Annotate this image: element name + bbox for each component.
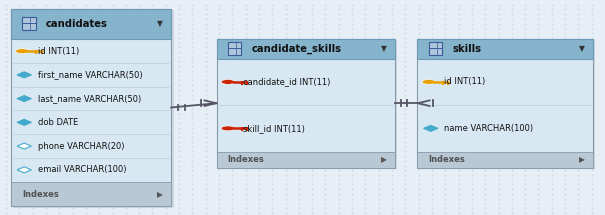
Bar bbox=[217, 39, 395, 168]
Bar bbox=[11, 182, 171, 206]
Text: id INT(11): id INT(11) bbox=[444, 77, 485, 86]
Text: ▶: ▶ bbox=[579, 155, 585, 164]
Bar bbox=[429, 42, 442, 55]
Text: Indexes: Indexes bbox=[22, 190, 59, 198]
Text: last_name VARCHAR(50): last_name VARCHAR(50) bbox=[38, 94, 141, 103]
Polygon shape bbox=[17, 143, 31, 149]
Bar bbox=[420, 40, 595, 169]
Text: candidates: candidates bbox=[46, 19, 108, 29]
Text: ▼: ▼ bbox=[381, 44, 387, 53]
Bar bbox=[417, 39, 593, 168]
Circle shape bbox=[422, 80, 436, 84]
Text: skills: skills bbox=[453, 44, 482, 54]
Bar bbox=[228, 42, 241, 55]
Polygon shape bbox=[17, 72, 31, 78]
Text: first_name VARCHAR(50): first_name VARCHAR(50) bbox=[38, 70, 142, 79]
Bar bbox=[217, 39, 395, 59]
Text: Indexes: Indexes bbox=[227, 155, 264, 164]
Bar bbox=[11, 9, 171, 206]
Bar bbox=[219, 40, 397, 169]
Text: Indexes: Indexes bbox=[428, 155, 465, 164]
Text: skill_id INT(11): skill_id INT(11) bbox=[243, 124, 305, 133]
Polygon shape bbox=[424, 125, 438, 131]
Text: candidate_skills: candidate_skills bbox=[252, 44, 342, 54]
Polygon shape bbox=[17, 167, 31, 173]
Circle shape bbox=[16, 49, 29, 54]
Text: ▶: ▶ bbox=[381, 155, 387, 164]
Polygon shape bbox=[17, 119, 31, 125]
Text: candidate_id INT(11): candidate_id INT(11) bbox=[243, 77, 330, 86]
Text: name VARCHAR(100): name VARCHAR(100) bbox=[444, 124, 533, 133]
Bar bbox=[217, 152, 395, 168]
Circle shape bbox=[221, 126, 235, 131]
Bar bbox=[22, 17, 36, 30]
Text: phone VARCHAR(20): phone VARCHAR(20) bbox=[38, 141, 124, 150]
Bar bbox=[11, 9, 171, 39]
Polygon shape bbox=[17, 96, 31, 102]
Text: dob DATE: dob DATE bbox=[38, 118, 78, 127]
Bar bbox=[13, 10, 174, 208]
Circle shape bbox=[221, 80, 235, 84]
Bar bbox=[417, 152, 593, 168]
Text: email VARCHAR(100): email VARCHAR(100) bbox=[38, 165, 126, 174]
Text: id INT(11): id INT(11) bbox=[38, 47, 79, 56]
Text: ▼: ▼ bbox=[579, 44, 585, 53]
Bar bbox=[417, 39, 593, 59]
Text: ▶: ▶ bbox=[157, 190, 163, 198]
Text: ▼: ▼ bbox=[157, 19, 163, 28]
